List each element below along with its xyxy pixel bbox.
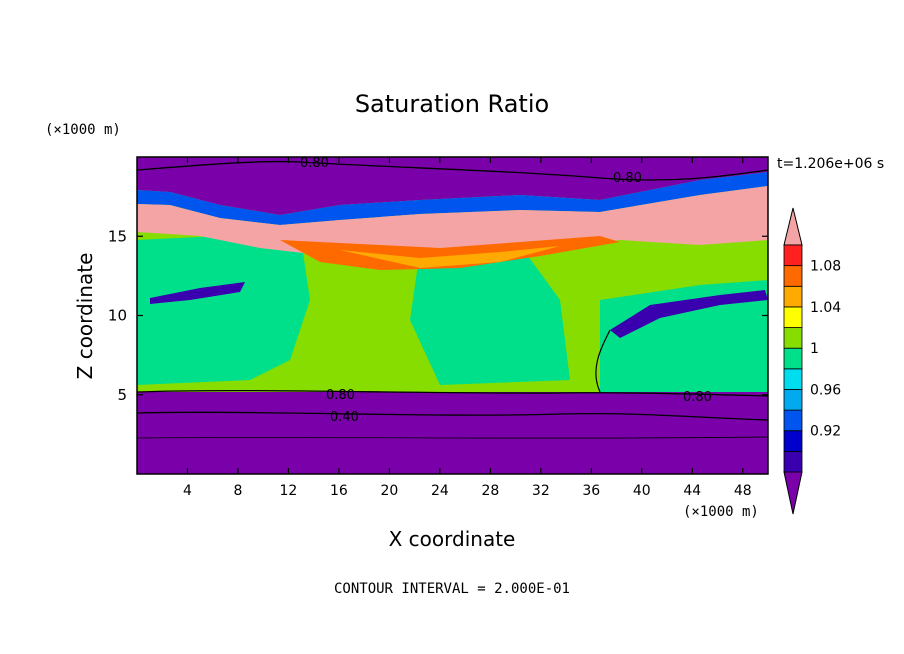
colorbar-box bbox=[783, 327, 803, 349]
x-axis-ticks: 4 8 12 16 20 24 28 32 36 40 44 48 bbox=[183, 157, 752, 499]
band-lower-purple bbox=[137, 392, 768, 474]
contour-0.40-lower bbox=[137, 411, 768, 421]
colorbar-label: 1 bbox=[810, 341, 819, 357]
y-unit-label: (×1000 m) bbox=[45, 122, 121, 138]
x-axis-label: X coordinate bbox=[389, 527, 516, 551]
plot-area bbox=[137, 157, 768, 474]
band-upper-yellow-orange bbox=[340, 246, 560, 268]
band-mid-cyan-center bbox=[410, 245, 570, 385]
colorbar-label: 1.04 bbox=[810, 300, 841, 316]
y-tick-label: 5 bbox=[117, 386, 127, 404]
x-tick-label: 24 bbox=[431, 483, 449, 499]
x-tick-label: 48 bbox=[734, 483, 752, 499]
x-tick-label: 44 bbox=[683, 483, 701, 499]
x-tick-label: 12 bbox=[280, 483, 298, 499]
band-upper-orange bbox=[280, 236, 620, 270]
band-mid-cyan-right bbox=[600, 280, 768, 392]
contour-0.80-upper bbox=[137, 160, 768, 181]
x-tick-label: 8 bbox=[233, 483, 242, 499]
colorbar-box bbox=[783, 389, 803, 411]
band-top-purple bbox=[137, 157, 768, 215]
chart-title: Saturation Ratio bbox=[355, 90, 549, 118]
colorbar-box bbox=[783, 265, 803, 287]
colorbar-box bbox=[783, 306, 803, 328]
colorbar-box bbox=[783, 430, 803, 452]
x-tick-label: 36 bbox=[582, 483, 600, 499]
x-tick-label: 40 bbox=[633, 483, 651, 499]
colorbar: 0.92 0.96 1 1.04 1.08 bbox=[783, 207, 841, 515]
contour-slant bbox=[595, 329, 611, 393]
x-unit-label: (×1000 m) bbox=[683, 504, 759, 520]
y-tick-label: 15 bbox=[108, 227, 127, 245]
streak-right-purple bbox=[610, 290, 768, 338]
colorbar-label: 1.08 bbox=[810, 259, 841, 275]
y-axis-ticks: 5 10 15 bbox=[108, 227, 768, 404]
colorbar-box bbox=[783, 285, 803, 308]
contour-0.80-lower bbox=[137, 389, 768, 397]
y-axis-label: Z coordinate bbox=[73, 253, 97, 380]
x-tick-label: 4 bbox=[183, 483, 192, 499]
contour-label-0.40: 0.40 bbox=[330, 410, 359, 425]
colorbar-top-triangle bbox=[783, 207, 803, 246]
contour-label-top-right: 0.80 bbox=[613, 171, 642, 186]
contour-interval-note: CONTOUR INTERVAL = 2.000E-01 bbox=[334, 581, 570, 597]
colorbar-box bbox=[783, 244, 803, 267]
x-tick-label: 32 bbox=[532, 483, 550, 499]
y-tick-label: 10 bbox=[108, 307, 127, 325]
contour-lowest bbox=[137, 436, 768, 439]
colorbar-box bbox=[783, 450, 803, 473]
colorbar-bottom-triangle bbox=[783, 471, 803, 515]
x-tick-label: 16 bbox=[330, 483, 348, 499]
colorbar-label: 0.92 bbox=[810, 424, 841, 440]
x-tick-label: 20 bbox=[380, 483, 398, 499]
colorbar-label: 0.96 bbox=[810, 382, 841, 398]
contour-label-lower-right: 0.80 bbox=[683, 390, 712, 405]
time-label: t=1.206e+06 s bbox=[777, 156, 884, 172]
band-mid-cyan-left bbox=[137, 232, 310, 385]
contour-label-lower: 0.80 bbox=[326, 388, 355, 403]
streak-left-purple bbox=[150, 282, 245, 304]
contour-label-top: 0.80 bbox=[300, 156, 329, 171]
band-top-blue bbox=[137, 172, 768, 225]
colorbar-box bbox=[783, 347, 803, 370]
x-tick-label: 28 bbox=[481, 483, 499, 499]
colorbar-box bbox=[783, 409, 803, 432]
colorbar-box bbox=[783, 368, 803, 390]
